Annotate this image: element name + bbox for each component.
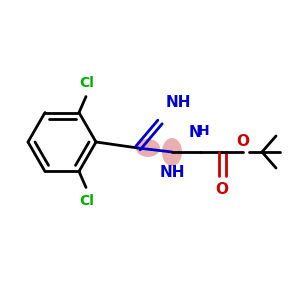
Text: NH: NH: [166, 95, 191, 110]
Text: Cl: Cl: [80, 76, 94, 90]
Text: O: O: [215, 182, 229, 197]
Ellipse shape: [162, 138, 182, 166]
Text: Cl: Cl: [80, 194, 94, 208]
Text: O: O: [236, 134, 250, 149]
Text: NH: NH: [159, 165, 185, 180]
Text: H: H: [198, 124, 210, 138]
Text: N: N: [189, 125, 201, 140]
Ellipse shape: [136, 139, 160, 157]
